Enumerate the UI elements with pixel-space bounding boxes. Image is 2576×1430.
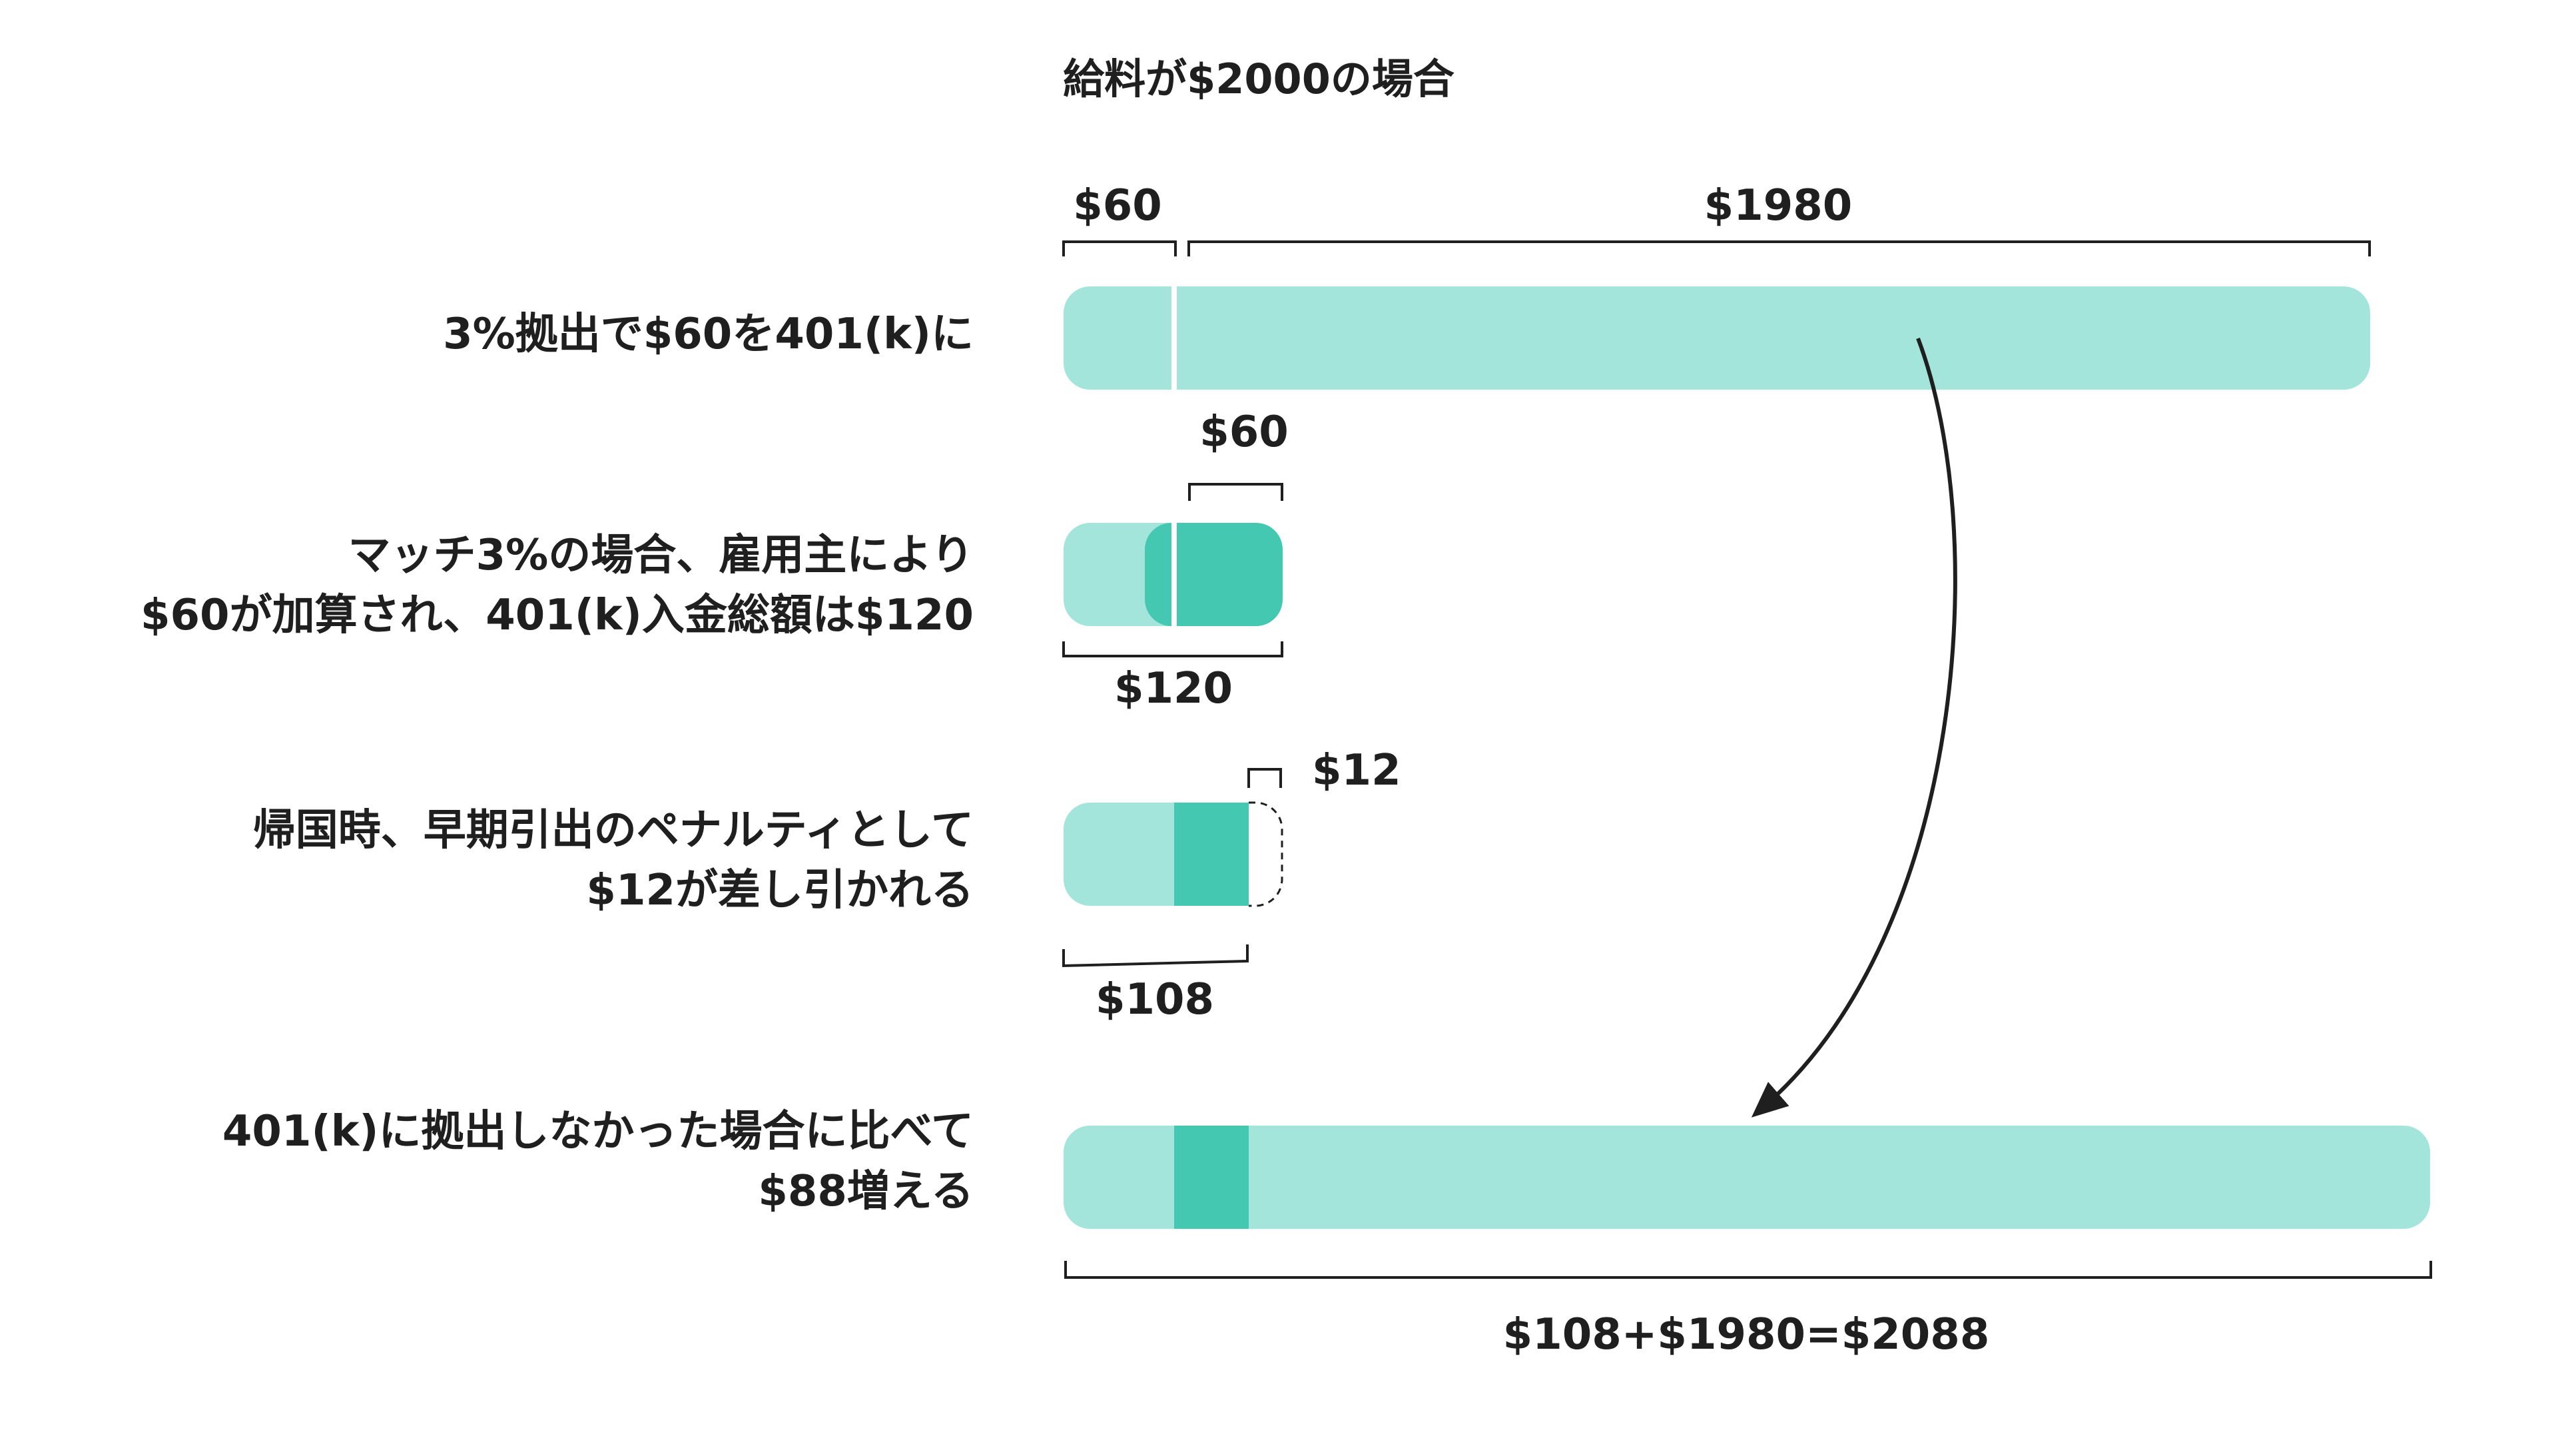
curved-arrow	[1751, 337, 1957, 1118]
row-2-total-bracket	[1062, 641, 1283, 657]
row-3-penalty-bracket	[1247, 768, 1282, 788]
row-1-remainder-amount: $1980	[1704, 181, 1853, 230]
row-3-bar-penalty-outline	[1249, 801, 1283, 907]
row-3-penalty-amount: $12	[1312, 746, 1401, 795]
row-1-contribution-amount: $60	[1073, 181, 1162, 230]
row-2: マッチ3%の場合、雇用主により $60が加算され、401(k)入金総額は$120…	[141, 408, 1289, 713]
row-2-match-bracket	[1188, 483, 1283, 501]
row-4-label-line-1: 401(k)に拠出しなかった場合に比べて	[222, 1107, 974, 1156]
row-3-remaining-bracket	[1062, 944, 1249, 968]
row-3-bar-left	[1064, 803, 1174, 906]
row-3-label-line-1: 帰国時、早期引出のペナルティとして	[253, 806, 974, 855]
row-1: 3%拠出で$60を401(k)に $60 $1980	[443, 181, 2371, 390]
row-4: 401(k)に拠出しなかった場合に比べて $88増える $108+$1980=$…	[222, 1107, 2432, 1359]
row-2-label-line-1: マッチ3%の場合、雇用主により	[348, 531, 974, 580]
row-2-total-amount: $120	[1114, 664, 1233, 713]
row-2-bar-employer-square	[1174, 523, 1214, 626]
row-4-label-line-2: $88増える	[758, 1167, 974, 1216]
row-4-bar	[1064, 1126, 2430, 1229]
row-1-label: 3%拠出で$60を401(k)に	[443, 310, 974, 359]
row-3-bar-remaining-match	[1174, 803, 1249, 906]
row-1-bar	[1064, 286, 2370, 390]
row-4-total-amount: $108+$1980=$2088	[1503, 1310, 1990, 1359]
row-3-remaining-amount: $108	[1096, 975, 1214, 1024]
row-4-bar-retained-match	[1174, 1126, 1249, 1229]
row-2-label-line-2: $60が加算され、401(k)入金総額は$120	[141, 591, 974, 640]
diagram-title: 給料が$2000の場合	[1063, 55, 1454, 103]
row-1-contribution-bracket	[1062, 240, 1177, 256]
row-4-total-bracket	[1064, 1261, 2432, 1279]
row-3: 帰国時、早期引出のペナルティとして $12が差し引かれる $12 $108	[253, 746, 1401, 1024]
row-2-match-amount: $60	[1199, 408, 1289, 457]
row-3-label-line-2: $12が差し引かれる	[586, 866, 974, 915]
row-1-remainder-bracket	[1187, 240, 2371, 256]
